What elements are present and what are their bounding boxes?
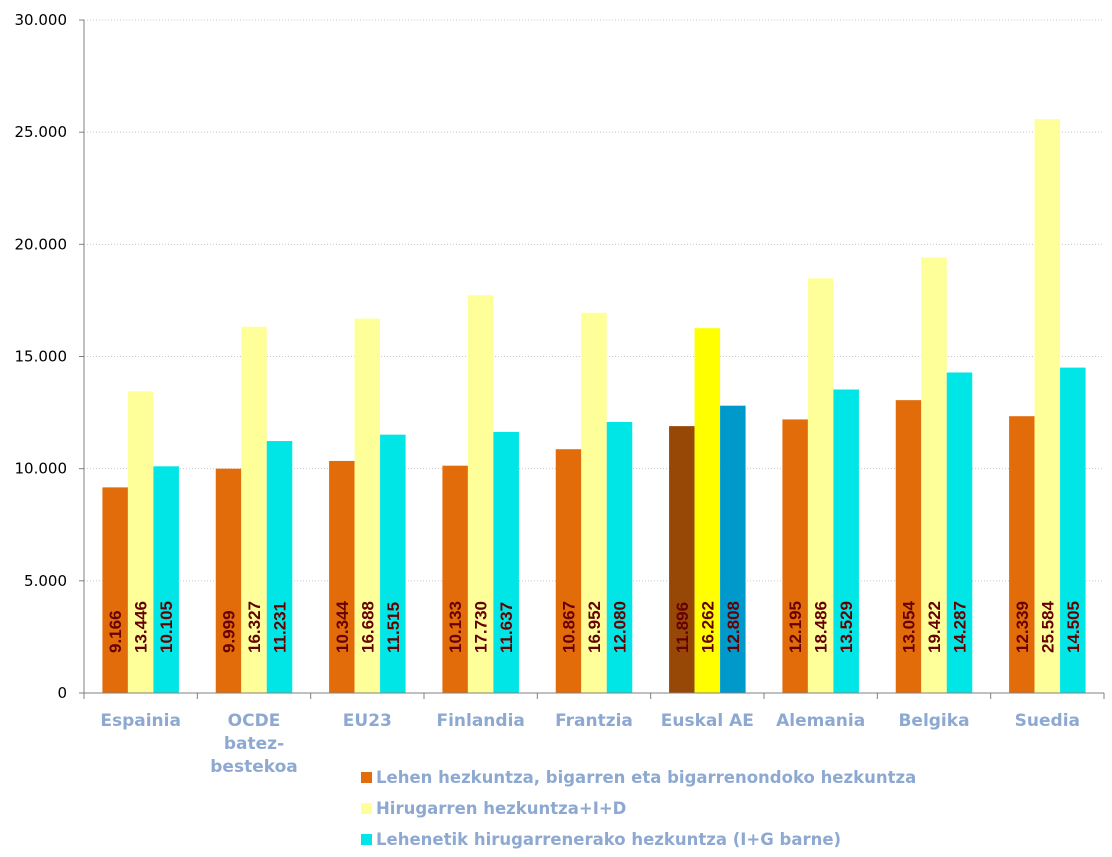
data-label: 16.262 [698, 601, 717, 653]
bar [1060, 367, 1086, 693]
bar [694, 328, 721, 693]
data-label: 10.867 [560, 601, 579, 653]
bar [807, 278, 834, 693]
x-category-label: Espainia [100, 711, 181, 731]
data-label: 18.486 [812, 601, 831, 653]
data-label: 13.054 [900, 600, 919, 653]
x-category-label: Euskal AE [661, 711, 754, 731]
bar [921, 257, 947, 693]
data-label: 13.446 [132, 601, 151, 653]
data-label: 25.584 [1038, 600, 1057, 653]
data-label: 16.688 [358, 601, 377, 653]
data-labels: 9.166 13.446 10.105 9.999 16.327 11.231 10.344… [106, 600, 1083, 653]
x-category-label: Suedia [1015, 711, 1080, 731]
bar [1009, 416, 1035, 693]
x-category-label: Finlandia [436, 711, 524, 731]
data-label: 16.952 [585, 601, 604, 653]
data-label: 19.422 [925, 601, 944, 653]
bar [380, 434, 406, 693]
legend-label: Hirugarren hezkuntza+I+D [376, 799, 627, 818]
bar [833, 389, 859, 693]
bar [329, 460, 355, 693]
legend-label: Lehen hezkuntza, bigarren eta bigarrenon… [376, 768, 917, 787]
bar [581, 312, 607, 693]
legend: Lehen hezkuntza, bigarren eta bigarrenon… [361, 762, 916, 855]
data-label: 11.896 [673, 602, 692, 653]
data-label: 12.080 [611, 601, 630, 653]
bar [241, 326, 267, 693]
bar [555, 449, 582, 693]
legend-swatch [361, 772, 372, 783]
bar [266, 441, 293, 693]
data-label: 12.808 [724, 601, 743, 653]
x-category-label: OCDE [228, 711, 281, 731]
y-tick-label: 15.000 [15, 348, 68, 366]
y-tick-label: 0 [57, 684, 67, 702]
data-label: 10.105 [157, 601, 176, 653]
x-category-labels: Espainia OCDE batez-bestekoa EU23 Finlandia F… [100, 711, 1080, 777]
bar [354, 318, 381, 693]
bar [1034, 119, 1061, 693]
x-category-label: batez- [224, 734, 284, 754]
data-label: 13.529 [837, 601, 856, 653]
data-label: 11.637 [497, 602, 516, 653]
bar [946, 372, 973, 693]
bar [215, 468, 242, 693]
data-label: 17.730 [472, 601, 491, 653]
bar [102, 487, 128, 693]
legend-label: Lehenetik hirugarrenerako hezkuntza (I+G… [376, 830, 842, 849]
bar [493, 431, 519, 693]
y-tick-label: 25.000 [15, 123, 68, 141]
data-label: 10.133 [446, 601, 465, 653]
data-label: 14.287 [951, 601, 970, 653]
data-label: 11.515 [384, 602, 403, 653]
x-category-label: EU23 [343, 711, 392, 731]
data-label: 12.339 [1013, 601, 1032, 653]
data-label: 16.327 [245, 601, 264, 653]
data-label: 10.344 [333, 600, 352, 653]
bar [669, 426, 695, 693]
bar [442, 465, 468, 693]
x-category-label: bestekoa [210, 757, 297, 777]
legend-swatch [361, 834, 372, 845]
legend-item: Lehen hezkuntza, bigarren eta bigarrenon… [361, 762, 916, 793]
bar [153, 466, 179, 693]
bar [127, 391, 154, 693]
y-tick-label: 10.000 [15, 460, 68, 478]
data-label: 9.999 [220, 610, 239, 653]
data-label: 14.505 [1064, 601, 1083, 653]
y-tick-labels: 0 5.000 10.000 15.000 20.000 25.000 30.000 [15, 11, 68, 702]
x-category-label: Alemania [776, 711, 865, 731]
bar [782, 419, 808, 693]
bar [467, 295, 494, 693]
y-tick-label: 30.000 [15, 11, 68, 29]
legend-item: Lehenetik hirugarrenerako hezkuntza (I+G… [361, 824, 916, 855]
axes [79, 19, 1105, 699]
y-tick-label: 5.000 [24, 572, 67, 590]
data-label: 9.166 [106, 610, 125, 653]
legend-item: Hirugarren hezkuntza+I+D [361, 793, 916, 824]
bar [895, 400, 922, 693]
bars [102, 119, 1086, 693]
x-category-label: Frantzia [555, 711, 633, 731]
legend-swatch [361, 803, 372, 814]
data-label: 11.231 [271, 602, 290, 653]
bar [720, 405, 746, 693]
data-label: 12.195 [786, 601, 805, 653]
x-category-label: Belgika [898, 711, 969, 731]
bar [606, 422, 633, 693]
y-tick-label: 20.000 [15, 235, 68, 253]
